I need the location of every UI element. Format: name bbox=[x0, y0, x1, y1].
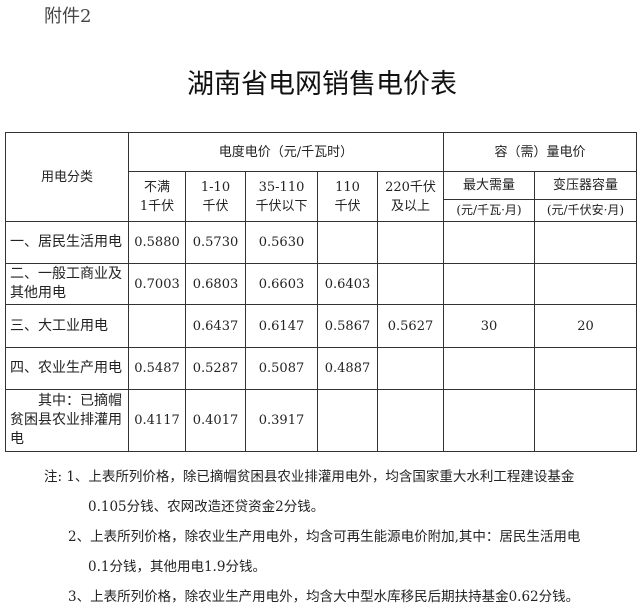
price-cell: 20 bbox=[534, 304, 637, 348]
voltage-header-line: 1-10 bbox=[200, 179, 231, 195]
price-cell bbox=[377, 347, 444, 390]
capacity-column-header: 变压器容量 bbox=[534, 171, 637, 200]
price-cell bbox=[443, 389, 535, 452]
price-cell: 0.7003 bbox=[128, 263, 186, 305]
price-cell bbox=[128, 304, 186, 348]
capacity-column-unit: (元/千伏安·月) bbox=[534, 199, 637, 222]
price-cell bbox=[443, 263, 535, 305]
price-cell: 0.3917 bbox=[245, 389, 318, 452]
price-cell: 0.6437 bbox=[185, 304, 246, 348]
note-2-cont: 0.1分钱，其他用电1.9分钱。 bbox=[88, 559, 266, 575]
price-cell: 0.4117 bbox=[128, 389, 186, 452]
capacity-price-header: 容（需）量电价 bbox=[443, 132, 637, 172]
capacity-column-unit: (元/千瓦·月) bbox=[443, 199, 535, 222]
capacity-column-header: 最大需量 bbox=[443, 171, 535, 200]
table-row: 其中：已摘帽贫困县农业排灌用电 0.4117 0.4017 0.3917 bbox=[5, 389, 637, 452]
price-cell bbox=[377, 389, 444, 452]
voltage-header-line: 千伏 bbox=[334, 198, 361, 214]
price-cell bbox=[443, 347, 535, 390]
voltage-header-line: 千伏 bbox=[202, 198, 229, 214]
voltage-header-line: 35-110 bbox=[258, 179, 305, 195]
price-cell bbox=[317, 221, 378, 264]
price-cell bbox=[534, 347, 637, 390]
energy-price-header: 电度电价（元/千瓦时） bbox=[128, 132, 444, 172]
price-cell: 0.4017 bbox=[185, 389, 246, 452]
price-cell: 0.5287 bbox=[185, 347, 246, 390]
notes: 注: 1、上表所列价格，除已摘帽贫困县农业排灌用电外，均含国家重大水利工程建设基… bbox=[44, 462, 580, 612]
attachment-label: 附件2 bbox=[44, 6, 92, 27]
price-cell: 0.5867 bbox=[317, 304, 378, 348]
table-row: 三、大工业用电 0.6437 0.6147 0.5867 0.5627 30 20 bbox=[5, 304, 637, 348]
price-cell: 0.6147 bbox=[245, 304, 318, 348]
note-3: 3、上表所列价格，除农业生产用电外，均含大中型水库移民后期扶持基金0.62分钱。 bbox=[68, 589, 580, 605]
price-table: 用电分类 电度电价（元/千瓦时） 容（需）量电价 不满 1千伏 1-10 千伏 35-1… bbox=[5, 132, 637, 452]
row-category: 四、农业生产用电 bbox=[5, 347, 129, 390]
category-header: 用电分类 bbox=[5, 132, 129, 222]
price-cell: 0.6803 bbox=[185, 263, 246, 305]
row-category: 其中：已摘帽贫困县农业排灌用电 bbox=[5, 389, 129, 452]
price-cell: 30 bbox=[443, 304, 535, 348]
price-cell bbox=[377, 221, 444, 264]
price-cell bbox=[317, 389, 378, 452]
price-cell bbox=[443, 221, 535, 264]
price-cell: 0.5627 bbox=[377, 304, 444, 348]
price-cell: 0.4887 bbox=[317, 347, 378, 390]
price-cell: 0.6603 bbox=[245, 263, 318, 305]
voltage-header-line: 千伏以下 bbox=[255, 198, 308, 214]
price-cell: 0.5630 bbox=[245, 221, 318, 264]
voltage-column-header: 1-10 千伏 bbox=[185, 171, 246, 222]
voltage-column-header: 110 千伏 bbox=[317, 171, 378, 222]
price-cell bbox=[534, 221, 637, 264]
price-cell: 0.5880 bbox=[128, 221, 186, 264]
price-cell bbox=[377, 263, 444, 305]
price-cell: 0.5487 bbox=[128, 347, 186, 390]
voltage-header-line: 及以上 bbox=[390, 198, 430, 214]
voltage-header-line: 220千伏 bbox=[385, 179, 436, 195]
voltage-column-header: 不满 1千伏 bbox=[128, 171, 186, 222]
voltage-column-header: 220千伏及以上 bbox=[377, 171, 444, 222]
table-row: 四、农业生产用电 0.5487 0.5287 0.5087 0.4887 bbox=[5, 347, 637, 390]
voltage-header-line: 不满 bbox=[143, 179, 170, 195]
price-cell: 0.5087 bbox=[245, 347, 318, 390]
table-row: 一、居民生活用电 0.5880 0.5730 0.5630 bbox=[5, 221, 637, 264]
note-2: 2、上表所列价格，除农业生产用电外，均含可再生能源电价附加,其中：居民生活用电 bbox=[68, 529, 581, 545]
price-cell bbox=[534, 389, 637, 452]
voltage-column-header: 35-110 千伏以下 bbox=[245, 171, 318, 222]
row-category: 二、一般工商业及其他用电 bbox=[5, 263, 129, 305]
voltage-header-line: 1千伏 bbox=[139, 198, 175, 214]
voltage-header-line: 110 bbox=[335, 179, 360, 195]
note-1-cont: 0.105分钱、农网改造还贷资金2分钱。 bbox=[88, 499, 325, 515]
row-category: 三、大工业用电 bbox=[5, 304, 129, 348]
page-title: 湖南省电网销售电价表 bbox=[187, 69, 457, 100]
price-cell: 0.6403 bbox=[317, 263, 378, 305]
row-category: 一、居民生活用电 bbox=[5, 221, 129, 264]
note-1: 注: 1、上表所列价格，除已摘帽贫困县农业排灌用电外，均含国家重大水利工程建设基… bbox=[44, 469, 575, 485]
price-cell bbox=[534, 263, 637, 305]
price-cell: 0.5730 bbox=[185, 221, 246, 264]
table-row: 二、一般工商业及其他用电 0.7003 0.6803 0.6603 0.6403 bbox=[5, 263, 637, 305]
